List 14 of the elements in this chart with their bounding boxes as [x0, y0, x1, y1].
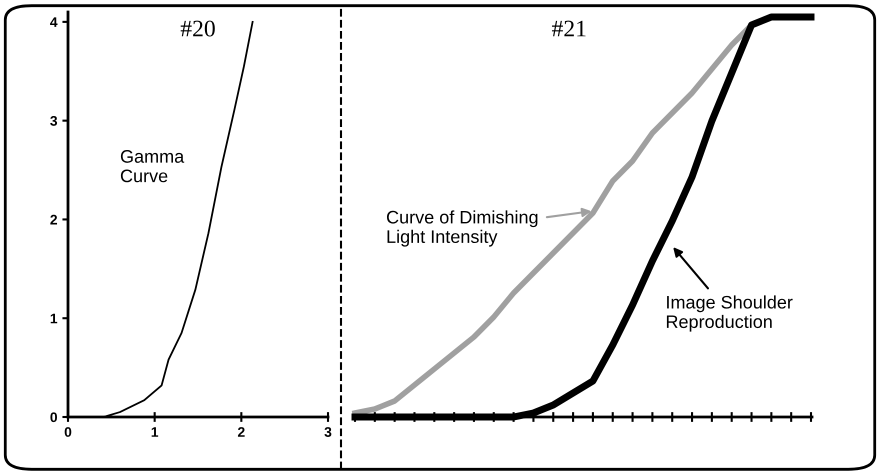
legend-label: Curve of Dimishing Light Intensity	[386, 210, 538, 247]
x-tick-label: 2	[238, 427, 245, 437]
y-tick-label: 1	[50, 314, 58, 324]
y-tick-label: 3	[50, 116, 58, 126]
y-tick-label: 4	[50, 17, 58, 27]
y-tick-label: 0	[50, 412, 58, 422]
series-label: Image Shoulder Reproduction	[666, 295, 793, 332]
x-tick-label: 3	[324, 427, 332, 437]
x-tick-label: 0	[64, 427, 72, 437]
x-tick-label: 1	[152, 427, 158, 437]
y-tick-label: 2	[50, 214, 58, 224]
chart-title: #21	[552, 20, 586, 36]
chart-title: #20	[180, 20, 215, 37]
series-label: Gamma Curve	[120, 150, 184, 182]
